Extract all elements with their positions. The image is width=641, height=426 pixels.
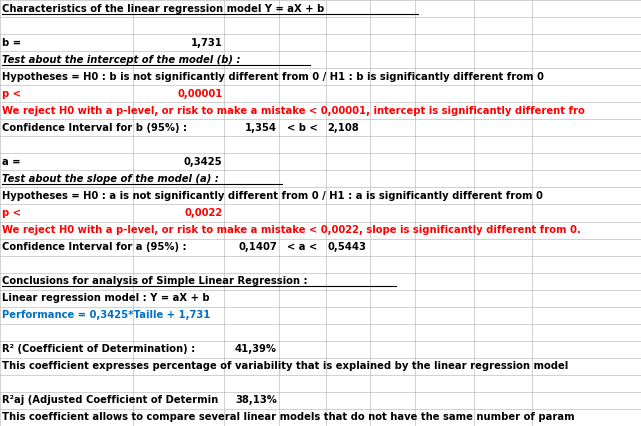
Text: This coefficient expresses percentage of variability that is explained by the li: This coefficient expresses percentage of… [2,361,568,371]
Text: We reject H0 with a p-level, or risk to make a mistake < 0,0022, slope is signif: We reject H0 with a p-level, or risk to … [2,225,581,235]
Text: Hypotheses = H0 : b is not significantly different from 0 / H1 : b is significan: Hypotheses = H0 : b is not significantly… [2,72,544,82]
Text: b =: b = [2,37,21,48]
Text: Performance = 0,3425*Taille + 1,731: Performance = 0,3425*Taille + 1,731 [2,310,210,320]
Text: 38,13%: 38,13% [235,395,277,406]
Text: < a <: < a < [287,242,317,252]
Text: 41,39%: 41,39% [235,344,277,354]
Text: 0,1407: 0,1407 [238,242,277,252]
Text: 0,0022: 0,0022 [184,208,222,218]
Text: This coefficient allows to compare several linear models that do not have the sa: This coefficient allows to compare sever… [2,412,574,423]
Text: p <: p < [2,208,21,218]
Text: Characteristics of the linear regression model Y = aX + b: Characteristics of the linear regression… [2,3,324,14]
Text: 1,354: 1,354 [245,123,277,133]
Text: 1,731: 1,731 [190,37,222,48]
Text: Conclusions for analysis of Simple Linear Regression :: Conclusions for analysis of Simple Linea… [2,276,308,286]
Text: Hypotheses = H0 : a is not significantly different from 0 / H1 : a is significan: Hypotheses = H0 : a is not significantly… [2,191,543,201]
Text: Test about the intercept of the model (b) :: Test about the intercept of the model (b… [2,55,240,65]
Text: Test about the slope of the model (a) :: Test about the slope of the model (a) : [2,174,219,184]
Text: R² (Coefficient of Determination) :: R² (Coefficient of Determination) : [2,344,195,354]
Text: a =: a = [2,157,21,167]
Text: We reject H0 with a p-level, or risk to make a mistake < 0,00001, intercept is s: We reject H0 with a p-level, or risk to … [2,106,585,116]
Text: Confidence Interval for b (95%) :: Confidence Interval for b (95%) : [2,123,187,133]
Text: R²aj (Adjusted Coefficient of Determin: R²aj (Adjusted Coefficient of Determin [2,395,218,406]
Text: Linear regression model : Y = aX + b: Linear regression model : Y = aX + b [2,293,210,303]
Text: p <: p < [2,89,21,99]
Text: 0,3425: 0,3425 [184,157,222,167]
Text: Confidence Interval for a (95%) :: Confidence Interval for a (95%) : [2,242,187,252]
Text: 0,5443: 0,5443 [328,242,367,252]
Text: 0,00001: 0,00001 [177,89,222,99]
Text: 2,108: 2,108 [328,123,360,133]
Text: < b <: < b < [287,123,317,133]
